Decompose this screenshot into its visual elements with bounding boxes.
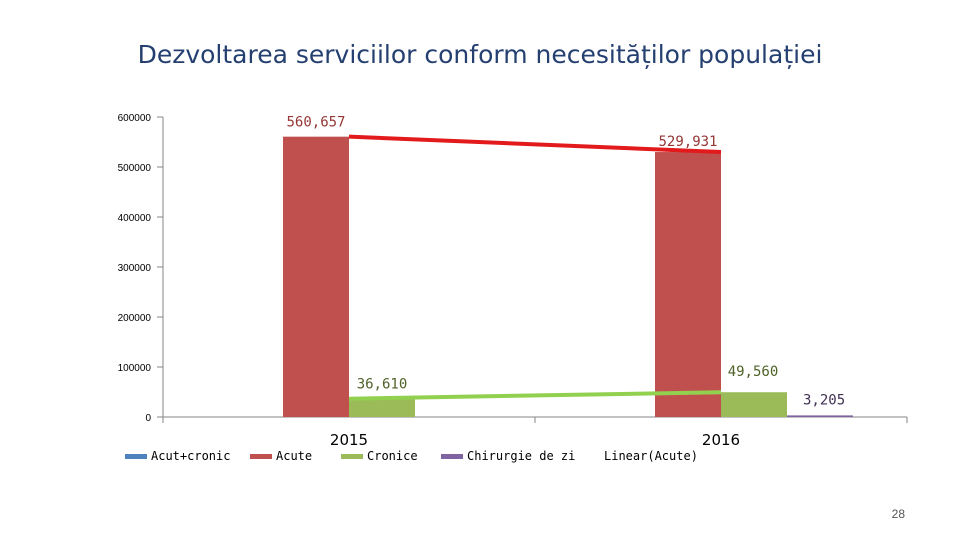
bar-cronice: [349, 398, 415, 417]
y-tick-label: 200000: [118, 313, 152, 324]
data-label: 49,560: [728, 364, 779, 380]
data-label: 529,931: [658, 134, 717, 150]
chart-legend: Acut+cronic Acute Cronice Chirurgie de z…: [0, 449, 960, 469]
legend-item-acut-cronic: Acut+cronic: [125, 449, 230, 463]
legend-item-acute: Acute: [250, 449, 312, 463]
trendline-acute: [348, 134, 722, 155]
legend-item-chirurgie-de-zi: Chirurgie de zi: [441, 449, 575, 463]
legend-swatch: [125, 453, 147, 459]
legend-label: Chirurgie de zi: [467, 449, 576, 463]
bar-cronice: [721, 392, 787, 417]
y-tick-label: 400000: [118, 213, 152, 224]
data-label: 3,205: [803, 392, 845, 408]
bar-acute: [283, 136, 349, 417]
bar-chirurgie-de-zi: [787, 415, 853, 417]
y-tick-label: 300000: [118, 263, 152, 274]
legend-swatch: [250, 453, 272, 459]
y-tick-label: 500000: [118, 163, 152, 174]
data-label: 36,610: [357, 377, 408, 393]
legend-label: Acute: [276, 449, 313, 463]
y-tick-label: 600000: [118, 113, 152, 124]
data-label: 560,657: [286, 115, 345, 131]
legend-swatch: [578, 454, 600, 459]
legend-swatch: [341, 453, 363, 459]
legend-label: Cronice: [367, 449, 418, 463]
chart-title: Dezvoltarea serviciilor conform necesită…: [137, 40, 823, 69]
legend-item-linear-acute: Linear(Acute): [578, 449, 698, 463]
legend-item-cronice: Cronice: [341, 449, 418, 463]
y-tick-label: 0: [145, 413, 151, 424]
x-category-label: 2016: [702, 431, 740, 449]
trendline-cronice: [348, 390, 722, 401]
page-number: 28: [891, 507, 905, 521]
legend-label: Acut+cronic: [151, 449, 231, 463]
y-tick-label: 100000: [118, 363, 152, 374]
x-category-label: 2015: [330, 431, 368, 449]
legend-label: Linear(Acute): [604, 449, 698, 463]
bar-acute: [655, 152, 721, 418]
legend-swatch: [441, 453, 463, 459]
